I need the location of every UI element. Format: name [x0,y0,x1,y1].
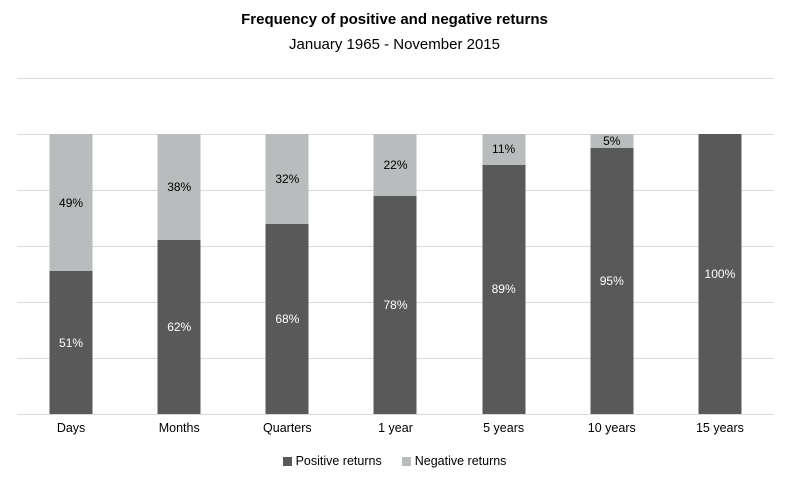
bar-value-label: 78% [383,297,408,312]
bar-segment-negative-5-years: 11% [482,134,526,165]
x-axis-label-months: Months [158,421,200,435]
bars-row: 49% 51% 38% 62% 32% 68% 22% 78% 11% 89% 5% 95% 100% [17,134,774,414]
bar-segment-negative-days: 49% [49,134,93,272]
bar-slot-months: 38% 62% [125,134,233,414]
bar-slot-days: 49% 51% [17,134,125,414]
bar-segment-positive-1-year: 78% [373,195,417,414]
bar-value-label: 11% [492,142,516,157]
bar-column-days: 49% 51% [49,134,93,414]
bar-segment-positive-days: 51% [49,271,93,414]
bar-segment-positive-months: 62% [157,240,201,414]
bar-slot-10-years: 5% 95% [558,134,666,414]
x-axis-label-15-years: 15 years [695,421,744,435]
legend-label-positive: Positive returns [295,454,382,468]
bar-column-months: 38% 62% [157,134,201,414]
bar-segment-negative-quarters: 32% [265,134,309,224]
bar-slot-1-year: 22% 78% [341,134,449,414]
bar-column-10-years: 5% 95% [590,134,634,414]
legend-item-positive: Positive returns [282,454,382,469]
bar-value-label: 95% [599,274,624,288]
x-axis-label-days: Days [56,421,86,435]
bar-value-label: 49% [59,195,84,210]
chart-subtitle: January 1965 - November 2015 [289,36,500,53]
bar-slot-15-years: 100% [666,134,774,414]
x-axis-label-1-year: 1 year [378,421,413,435]
negative-swatch-icon [401,457,411,466]
bar-value-label: 32% [275,171,300,186]
bar-slot-5-years: 11% 89% [450,134,558,414]
bar-slot-quarters: 32% 68% [233,134,341,414]
bar-column-1-year: 22% 78% [373,134,417,414]
bar-value-label: 22% [383,157,408,172]
legend: Positive returns Negative returns [0,454,789,469]
plot-area: 49% 51% 38% 62% 32% 68% 22% 78% 11% 89% 5% 95% 100% [17,134,774,415]
legend-label-negative: Negative returns [414,454,507,468]
header-divider [17,78,774,79]
bar-column-quarters: 32% 68% [265,134,309,414]
x-axis-line [17,414,774,415]
bar-value-label: 62% [167,320,192,335]
bar-segment-negative-10-years: 5% [590,134,634,148]
x-axis-label-quarters: Quarters [263,421,312,435]
chart-title: Frequency of positive and negative retur… [241,11,548,28]
bar-value-label: 51% [59,335,84,350]
bar-column-5-years: 11% 89% [482,134,526,414]
bar-segment-negative-1-year: 22% [373,134,417,196]
legend-item-negative: Negative returns [401,454,507,469]
x-axis-label-5-years: 5 years [483,421,525,435]
bar-value-label: 38% [167,180,192,195]
bar-segment-positive-15-years: 100% [698,134,742,414]
bar-segment-positive-quarters: 68% [265,223,309,414]
bar-value-label: 5% [603,134,621,148]
bar-segment-negative-months: 38% [157,134,201,241]
x-axis-labels: Days Months Quarters 1 year 5 years 10 years 1… [17,420,774,436]
bar-value-label: 68% [275,311,300,326]
bar-value-label: 89% [491,282,516,297]
bar-segment-positive-10-years: 95% [590,148,634,414]
bar-column-15-years: 100% [698,134,742,414]
bar-segment-positive-5-years: 89% [482,164,526,414]
positive-swatch-icon [282,457,292,466]
bar-value-label: 100% [704,267,736,281]
x-axis-label-10-years: 10 years [587,421,636,435]
